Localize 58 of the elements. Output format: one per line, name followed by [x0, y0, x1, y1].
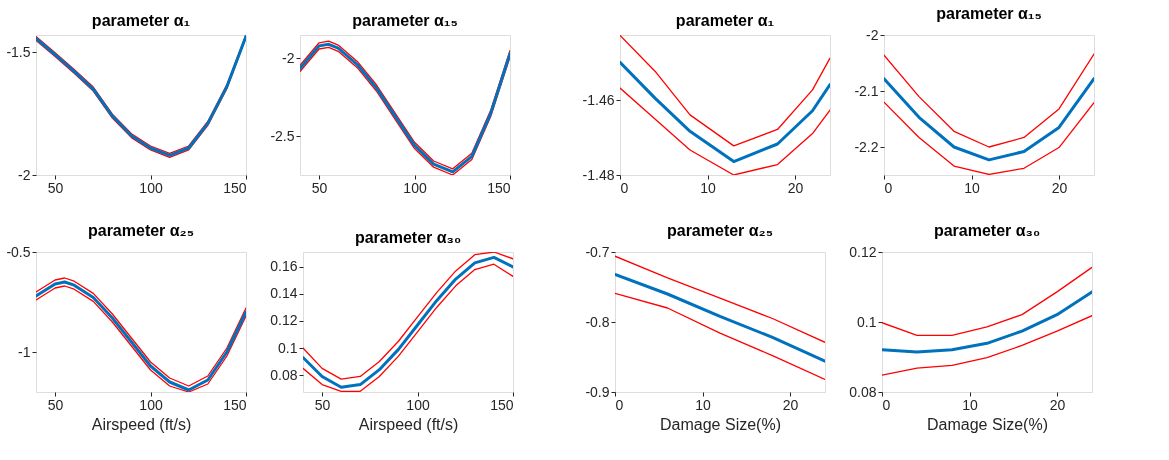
- x-tick-label: 0: [884, 179, 893, 196]
- x-tick-label: 100: [406, 396, 430, 413]
- x-tick-label: 150: [223, 396, 247, 413]
- x-axis-title: Airspeed (ft/s): [358, 415, 459, 433]
- y-tick-label: 0.12: [270, 312, 298, 329]
- x-tick-label: 150: [487, 179, 511, 196]
- x-tick-label: 0: [615, 396, 624, 413]
- x-tick-label: 10: [695, 396, 711, 413]
- y-tick-label: 0.1: [278, 339, 298, 356]
- y-tick-label: -0.7: [585, 243, 610, 260]
- y-tick-label: 0.14: [270, 285, 298, 302]
- y-tick-label: -2: [866, 26, 879, 43]
- x-axis-title: Damage Size(%): [927, 415, 1048, 433]
- x-tick-label: 20: [787, 179, 804, 196]
- x-tick-label: 100: [139, 179, 163, 196]
- y-tick-label: -0.5: [6, 243, 31, 260]
- x-tick-label: 100: [403, 179, 427, 196]
- x-tick-label: 10: [700, 179, 716, 196]
- chart-title: parameter α₂₅: [87, 222, 195, 239]
- x-tick-label: 0: [882, 396, 891, 413]
- y-tick-label: -2: [18, 166, 31, 183]
- y-tick-label: -1.5: [6, 43, 31, 60]
- chart-title: parameter α₂₅: [666, 222, 774, 239]
- x-tick-label: 10: [964, 179, 980, 196]
- y-tick-label: -1: [18, 343, 31, 360]
- y-tick-label: 0.12: [849, 243, 877, 260]
- y-tick-label: -2.2: [854, 138, 879, 155]
- x-tick-label: 0: [620, 179, 629, 196]
- y-tick-label: -2: [282, 49, 295, 66]
- x-tick-label: 50: [47, 179, 64, 196]
- y-tick-label: 0.1: [857, 313, 877, 330]
- y-tick-label: -0.8: [585, 313, 610, 330]
- x-tick-label: 150: [223, 179, 247, 196]
- x-tick-label: 50: [47, 396, 64, 413]
- y-tick-label: -1.46: [582, 91, 615, 108]
- x-tick-label: 20: [782, 396, 799, 413]
- x-tick-label: 20: [1049, 396, 1066, 413]
- x-tick-label: 50: [314, 396, 331, 413]
- chart-title: parameter α₃₀: [933, 222, 1041, 239]
- chart-title: parameter α₁: [91, 12, 191, 29]
- chart-title: parameter α₁₅: [936, 5, 1042, 22]
- y-tick-label: 0.16: [270, 258, 298, 275]
- x-tick-label: 20: [1051, 179, 1068, 196]
- y-tick-label: -2.5: [270, 127, 295, 144]
- x-tick-label: 10: [962, 396, 978, 413]
- chart-title: parameter α₁₅: [352, 12, 458, 29]
- x-tick-label: 50: [311, 179, 328, 196]
- chart-title: parameter α₃₀: [354, 229, 462, 246]
- x-axis-title: Airspeed (ft/s): [91, 415, 192, 433]
- x-tick-label: 150: [490, 396, 514, 413]
- y-tick-label: -2.1: [854, 82, 879, 99]
- y-tick-label: -1.48: [582, 166, 615, 183]
- x-axis-title: Damage Size(%): [660, 415, 781, 433]
- y-tick-label: 0.08: [270, 366, 298, 383]
- y-tick-label: -0.9: [585, 383, 610, 400]
- chart-title: parameter α₁: [675, 12, 775, 29]
- y-tick-label: 0.08: [849, 383, 877, 400]
- x-tick-label: 100: [139, 396, 163, 413]
